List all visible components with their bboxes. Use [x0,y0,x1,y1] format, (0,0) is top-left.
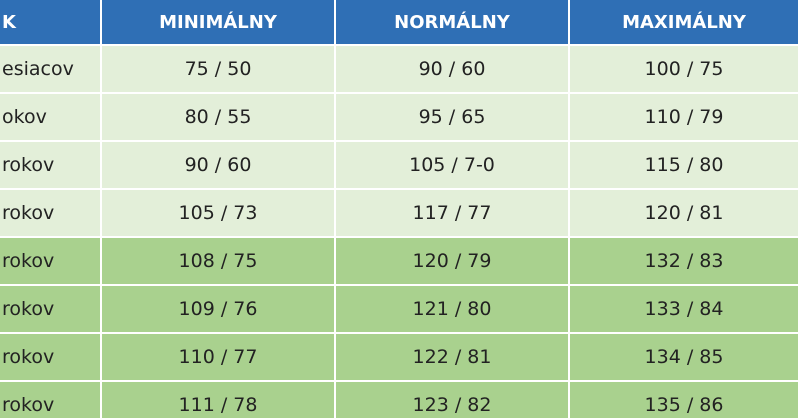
cell: 134 / 85 [570,334,800,382]
row-label: K [0,0,102,46]
cell: 75 / 50 [102,46,336,94]
row-label: rokov [0,334,102,382]
table-row: rokov 90 / 60 105 / 7-0 115 / 80 [0,142,800,190]
cell: 105 / 7-0 [336,142,570,190]
cell: 135 / 86 [570,382,800,418]
row-label: rokov [0,190,102,238]
cell: 108 / 75 [102,238,336,286]
row-label: esiacov [0,46,102,94]
cell: MAXIMÁLNY [570,0,800,46]
cell: 90 / 60 [336,46,570,94]
cell: 109 / 76 [102,286,336,334]
cell: 133 / 84 [570,286,800,334]
cell: 110 / 77 [102,334,336,382]
table-row: rokov 111 / 78 123 / 82 135 / 86 [0,382,800,418]
row-label: rokov [0,286,102,334]
cell: 105 / 73 [102,190,336,238]
table-row: rokov 108 / 75 120 / 79 132 / 83 [0,238,800,286]
cell: 80 / 55 [102,94,336,142]
row-label: okov [0,94,102,142]
cell: MINIMÁLNY [102,0,336,46]
table-row: esiacov 75 / 50 90 / 60 100 / 75 [0,46,800,94]
table-row: rokov 105 / 73 117 / 77 120 / 81 [0,190,800,238]
cell: 123 / 82 [336,382,570,418]
table-row: rokov 110 / 77 122 / 81 134 / 85 [0,334,800,382]
cell: 122 / 81 [336,334,570,382]
cell: 90 / 60 [102,142,336,190]
cell: 117 / 77 [336,190,570,238]
cell: NORMÁLNY [336,0,570,46]
table-row: okov 80 / 55 95 / 65 110 / 79 [0,94,800,142]
row-label: rokov [0,382,102,418]
cell: 111 / 78 [102,382,336,418]
cell: 132 / 83 [570,238,800,286]
header-row: K MINIMÁLNY NORMÁLNY MAXIMÁLNY [0,0,800,46]
cell: 95 / 65 [336,94,570,142]
cell: 121 / 80 [336,286,570,334]
row-label: rokov [0,238,102,286]
table-row: rokov 109 / 76 121 / 80 133 / 84 [0,286,800,334]
row-label: rokov [0,142,102,190]
cell: 120 / 79 [336,238,570,286]
cell: 120 / 81 [570,190,800,238]
cell: 115 / 80 [570,142,800,190]
cell: 100 / 75 [570,46,800,94]
cell: 110 / 79 [570,94,800,142]
